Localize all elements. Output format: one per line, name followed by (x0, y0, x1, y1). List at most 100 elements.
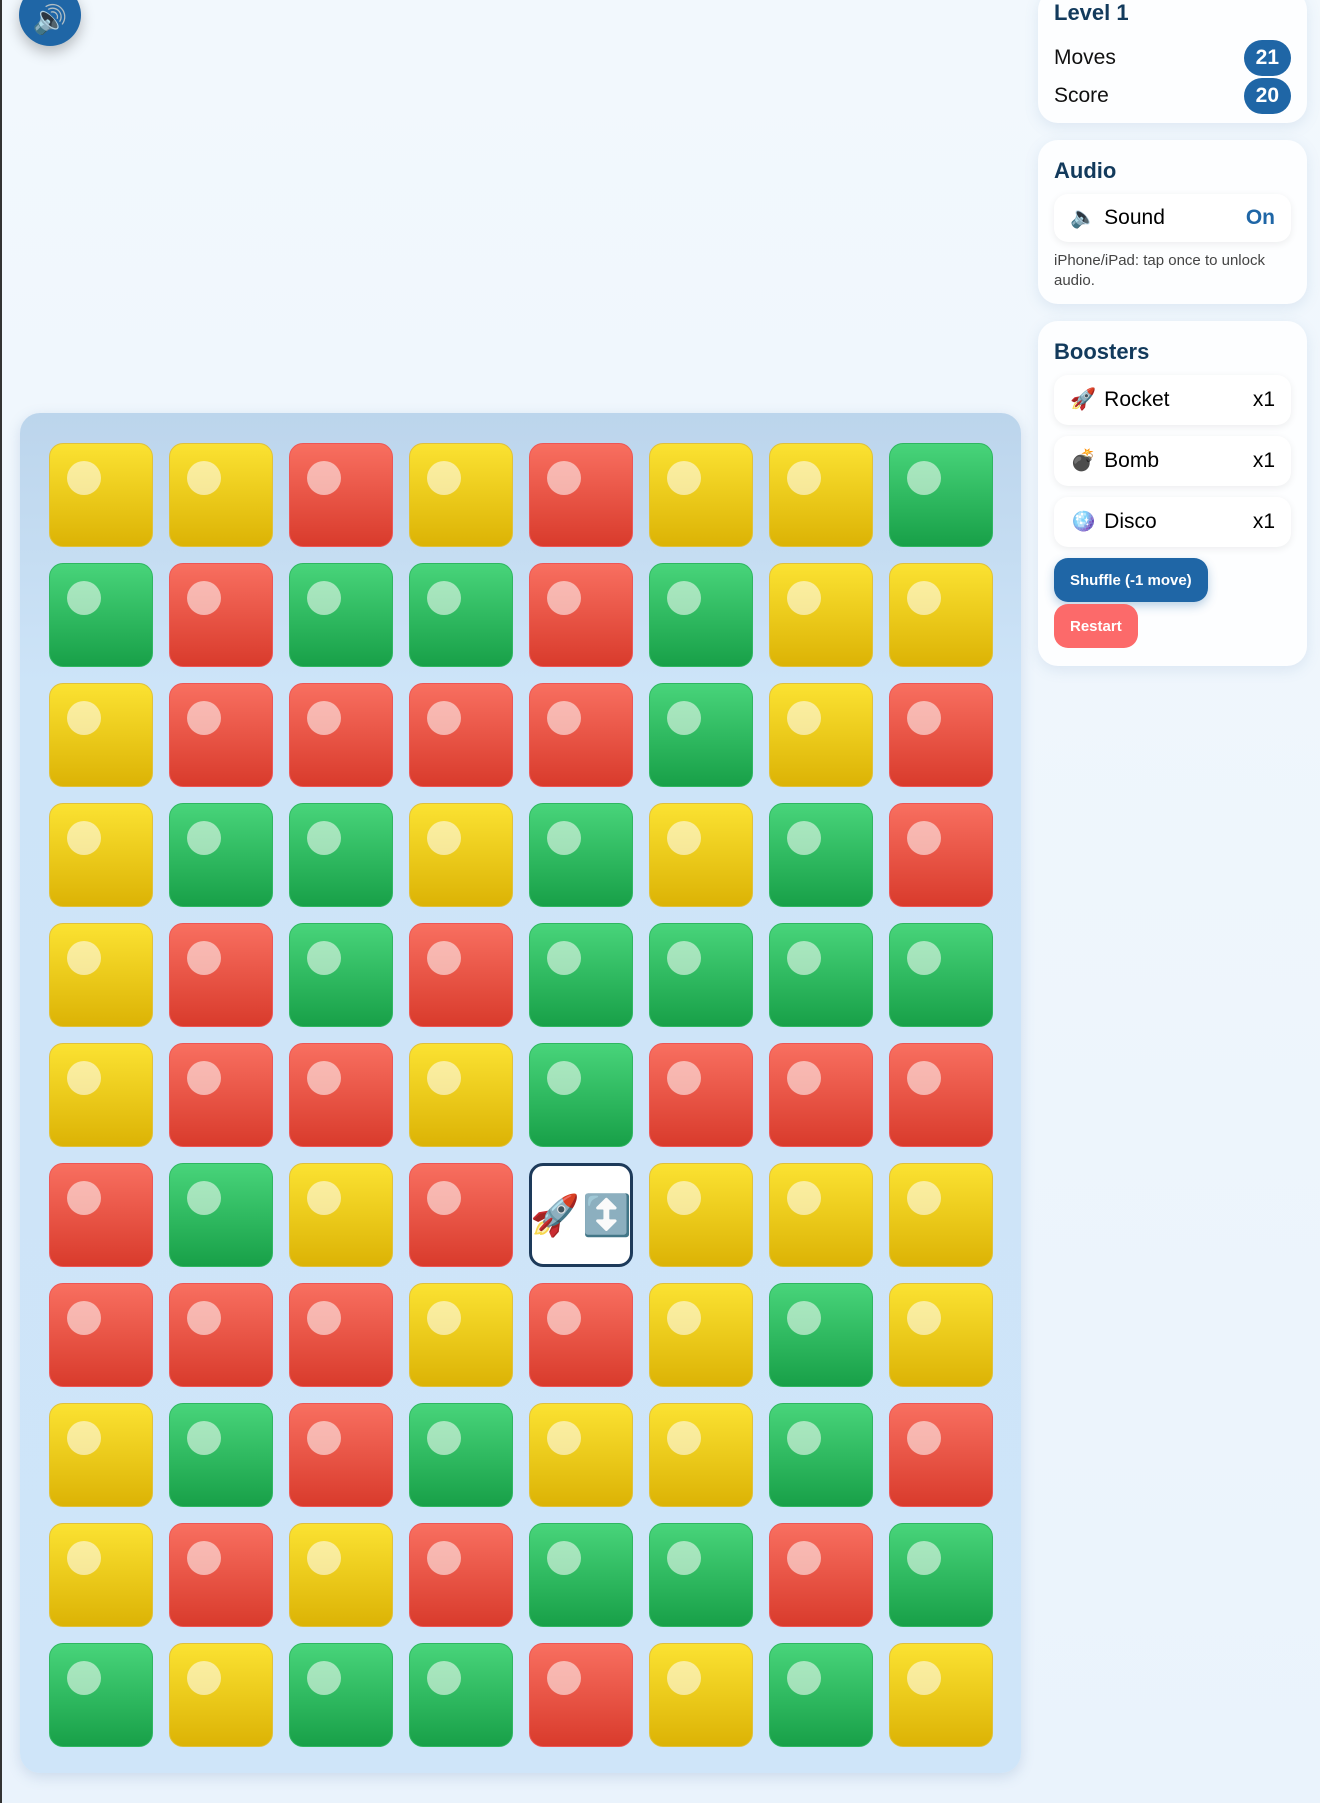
tile-yellow[interactable] (649, 1283, 753, 1387)
tile-green[interactable] (49, 563, 153, 667)
tile-red[interactable] (289, 443, 393, 547)
tile-yellow[interactable] (289, 1523, 393, 1627)
tile-red[interactable] (169, 1043, 273, 1147)
tile-red[interactable] (409, 1163, 513, 1267)
tile-red[interactable] (889, 803, 993, 907)
tile-yellow[interactable] (649, 1643, 753, 1747)
tile-red[interactable] (529, 443, 633, 547)
tile-yellow[interactable] (889, 563, 993, 667)
tile-green[interactable] (649, 923, 753, 1027)
tile-yellow[interactable] (169, 1643, 273, 1747)
score-label: Score (1054, 84, 1109, 107)
tile-yellow[interactable] (889, 1643, 993, 1747)
tile-shine (427, 1661, 461, 1695)
tile-yellow[interactable] (49, 1403, 153, 1507)
tile-yellow[interactable] (289, 1163, 393, 1267)
tile-green[interactable] (649, 1523, 753, 1627)
tile-green[interactable] (769, 1643, 873, 1747)
tile-red[interactable] (289, 1283, 393, 1387)
booster-disco[interactable]: 🪩 Disco x1 (1054, 497, 1291, 547)
tile-green[interactable] (649, 563, 753, 667)
tile-green[interactable] (889, 1523, 993, 1627)
tile-green[interactable] (529, 923, 633, 1027)
tile-yellow[interactable] (769, 563, 873, 667)
tile-yellow[interactable] (409, 803, 513, 907)
tile-special[interactable]: 🚀 ↕️ (529, 1163, 633, 1267)
tile-green[interactable] (529, 1043, 633, 1147)
tile-green[interactable] (289, 923, 393, 1027)
tile-green[interactable] (409, 1643, 513, 1747)
tile-red[interactable] (769, 1523, 873, 1627)
tile-green[interactable] (409, 563, 513, 667)
tile-green[interactable] (769, 1403, 873, 1507)
tile-yellow[interactable] (49, 1043, 153, 1147)
tile-green[interactable] (49, 1643, 153, 1747)
tile-red[interactable] (889, 1403, 993, 1507)
tile-yellow[interactable] (889, 1163, 993, 1267)
tile-red[interactable] (409, 683, 513, 787)
tile-green[interactable] (529, 1523, 633, 1627)
tile-yellow[interactable] (169, 443, 273, 547)
tile-green[interactable] (769, 803, 873, 907)
tile-red[interactable] (409, 923, 513, 1027)
tile-green[interactable] (169, 1403, 273, 1507)
tile-shine (187, 461, 221, 495)
tile-yellow[interactable] (649, 1403, 753, 1507)
tile-yellow[interactable] (649, 443, 753, 547)
tile-yellow[interactable] (49, 803, 153, 907)
tile-red[interactable] (529, 563, 633, 667)
tile-yellow[interactable] (769, 1163, 873, 1267)
tile-yellow[interactable] (409, 443, 513, 547)
tile-yellow[interactable] (769, 443, 873, 547)
booster-bomb[interactable]: 💣 Bomb x1 (1054, 436, 1291, 486)
tile-green[interactable] (289, 803, 393, 907)
tile-yellow[interactable] (49, 923, 153, 1027)
restart-button[interactable]: Restart (1054, 604, 1138, 648)
tile-shine (307, 1421, 341, 1455)
tile-green[interactable] (649, 683, 753, 787)
tile-yellow[interactable] (769, 683, 873, 787)
tile-red[interactable] (169, 563, 273, 667)
sound-toggle[interactable]: 🔈 Sound On (1054, 194, 1291, 242)
tile-yellow[interactable] (529, 1403, 633, 1507)
tile-yellow[interactable] (49, 1523, 153, 1627)
tile-yellow[interactable] (649, 1163, 753, 1267)
tile-yellow[interactable] (49, 683, 153, 787)
tile-green[interactable] (409, 1403, 513, 1507)
tile-red[interactable] (529, 683, 633, 787)
tile-green[interactable] (769, 1283, 873, 1387)
tile-green[interactable] (289, 1643, 393, 1747)
tile-shine (187, 941, 221, 975)
tile-red[interactable] (49, 1163, 153, 1267)
tile-red[interactable] (49, 1283, 153, 1387)
shuffle-button[interactable]: Shuffle (-1 move) (1054, 558, 1208, 602)
sound-toggle-button[interactable]: 🔊 (19, 0, 81, 46)
tile-red[interactable] (289, 1403, 393, 1507)
tile-red[interactable] (289, 1043, 393, 1147)
tile-yellow[interactable] (409, 1043, 513, 1147)
tile-red[interactable] (529, 1643, 633, 1747)
tile-green[interactable] (169, 803, 273, 907)
tile-red[interactable] (169, 1523, 273, 1627)
tile-red[interactable] (529, 1283, 633, 1387)
tile-red[interactable] (769, 1043, 873, 1147)
tile-red[interactable] (169, 1283, 273, 1387)
tile-red[interactable] (169, 923, 273, 1027)
tile-yellow[interactable] (409, 1283, 513, 1387)
tile-red[interactable] (889, 683, 993, 787)
tile-red[interactable] (409, 1523, 513, 1627)
tile-green[interactable] (289, 563, 393, 667)
tile-yellow[interactable] (649, 803, 753, 907)
tile-red[interactable] (649, 1043, 753, 1147)
tile-green[interactable] (529, 803, 633, 907)
tile-yellow[interactable] (49, 443, 153, 547)
tile-red[interactable] (289, 683, 393, 787)
tile-red[interactable] (889, 1043, 993, 1147)
tile-yellow[interactable] (889, 1283, 993, 1387)
tile-green[interactable] (889, 443, 993, 547)
tile-green[interactable] (769, 923, 873, 1027)
tile-green[interactable] (889, 923, 993, 1027)
tile-red[interactable] (169, 683, 273, 787)
tile-green[interactable] (169, 1163, 273, 1267)
booster-rocket[interactable]: 🚀 Rocket x1 (1054, 375, 1291, 425)
